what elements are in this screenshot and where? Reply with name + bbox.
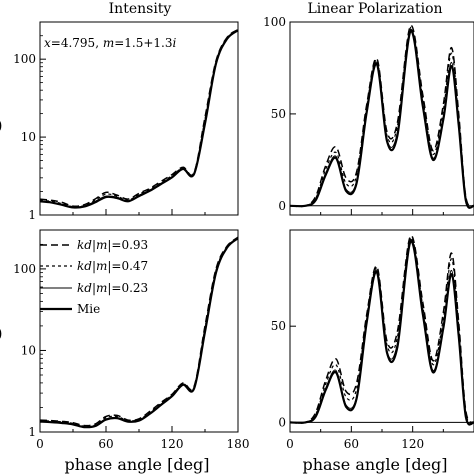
panel-polarization-bottom: 0 50 0 60 120 — [271, 229, 474, 451]
panel-intensity-top: 1 10 100 — [13, 21, 239, 222]
series-line-long-dash — [40, 28, 238, 207]
intensity-title: Intensity — [109, 1, 172, 17]
annotation-m-symbol: m — [103, 36, 114, 50]
x-tick-label: 60 — [344, 437, 359, 451]
panel-polarization-top: 0 50 100 — [263, 15, 474, 216]
y-tick-label: 1 — [28, 425, 36, 439]
series-line-thick — [290, 30, 474, 209]
y-tick-label: 100 — [263, 15, 286, 29]
series-line-thin — [290, 28, 474, 209]
y-tick-label: 1 — [28, 208, 36, 222]
series-line-long-dash — [290, 24, 474, 208]
y-tick-label: 50 — [271, 319, 286, 333]
series-line-thin — [40, 29, 238, 208]
annotation-x-value: =4.795, — [51, 36, 103, 50]
legend-label-short-dash: kd|m|=0.47 — [77, 259, 148, 273]
x-tick-label: 180 — [227, 437, 250, 451]
plot-frame — [39, 21, 239, 216]
series-line-short-dash — [290, 26, 474, 208]
cropped-panel-label-top: ) — [0, 118, 2, 134]
x-tick-label: 120 — [161, 437, 184, 451]
x-tick-label: 60 — [98, 437, 113, 451]
y-tick-label: 0 — [278, 415, 286, 429]
legend-label-mie: Mie — [77, 302, 100, 316]
x-axis-label-right: phase angle [deg] — [302, 455, 447, 474]
x-tick-label: 0 — [286, 437, 294, 451]
y-tick-label: 10 — [21, 343, 36, 357]
plot-frame — [289, 21, 474, 216]
y-tick-label: 0 — [278, 199, 286, 213]
annotation-x-symbol: x — [44, 36, 51, 50]
cropped-panel-label-bottom: ) — [0, 326, 2, 342]
legend-label-thin: kd|m|=0.23 — [77, 281, 148, 295]
series-line-short-dash — [40, 29, 238, 208]
series-line-short-dash — [290, 237, 474, 424]
series-line-thin — [290, 239, 474, 426]
y-tick-label: 100 — [13, 52, 36, 66]
series-line-thick — [290, 240, 474, 426]
panel-intensity-bottom: 1 10 100 0 60 120 180 — [13, 229, 250, 451]
x-tick-label: 0 — [36, 437, 44, 451]
x-tick-label: 120 — [401, 437, 424, 451]
annotation-i-symbol: i — [173, 36, 177, 50]
y-tick-label: 10 — [21, 130, 36, 144]
annotation-m-value: =1.5+1.3 — [114, 36, 172, 50]
polarization-title: Linear Polarization — [307, 1, 442, 17]
legend: kd|m|=0.93 kd|m|=0.47 kd|m|=0.23 Mie — [40, 238, 148, 316]
legend-label-long-dash: kd|m|=0.93 — [77, 238, 148, 252]
y-tick-label: 100 — [13, 262, 36, 276]
x-axis-label-left: phase angle [deg] — [64, 455, 209, 474]
series-line-long-dash — [290, 235, 474, 424]
y-tick-label: 50 — [271, 107, 286, 121]
parameter-annotation: x=4.795, m=1.5+1.3i — [44, 36, 177, 50]
series-line-thick — [40, 29, 238, 209]
plot-frame — [289, 229, 474, 433]
series-line-thick — [40, 237, 238, 429]
